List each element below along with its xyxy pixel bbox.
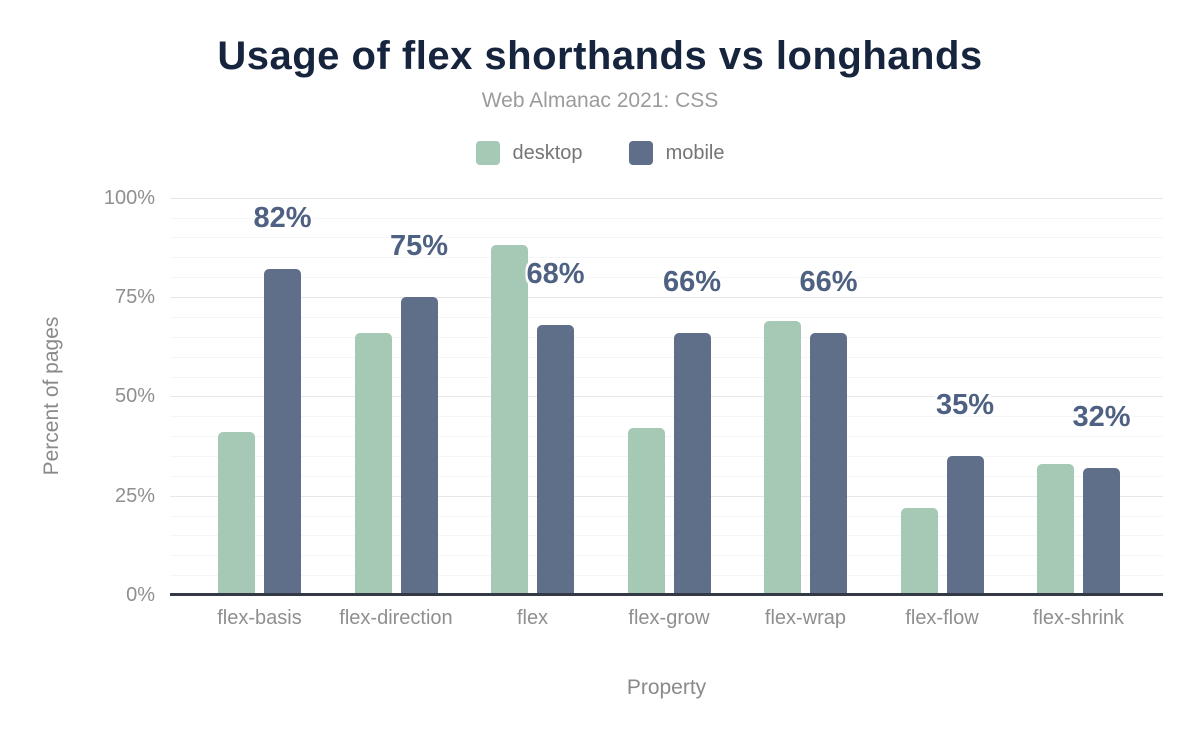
- legend-swatch-desktop-icon: [475, 141, 500, 165]
- chart-title: Usage of flex shorthands vs longhands: [217, 34, 983, 78]
- y-axis-title: Percent of pages: [40, 316, 63, 476]
- major-gridline-50: [170, 396, 1163, 398]
- legend-item-mobile[interactable]: mobile: [628, 141, 725, 165]
- minor-gridline-40: [170, 436, 1163, 438]
- minor-gridline-90: [170, 237, 1163, 239]
- chart-subtitle: Web Almanac 2021: CSS: [481, 89, 719, 112]
- x-tick-label-flex-basis: flex-basis: [217, 607, 302, 629]
- bar-mobile-flex-shrink[interactable]: [1083, 467, 1120, 595]
- bar-mobile-flex-basis[interactable]: [264, 269, 301, 595]
- minor-gridline-60: [170, 356, 1163, 358]
- data-label-mobile-flex: 68%: [526, 257, 585, 290]
- minor-gridline-15: [170, 535, 1163, 537]
- bar-mobile-flex-direction[interactable]: [400, 297, 438, 595]
- bar-mobile-flex-grow[interactable]: [673, 332, 711, 595]
- minor-gridline-65: [170, 336, 1163, 338]
- legend-item-desktop[interactable]: desktop: [475, 141, 583, 165]
- y-tick-label-75: 75%: [114, 286, 155, 309]
- bar-desktop-flex-shrink[interactable]: [1037, 463, 1074, 595]
- x-tick-label-flex-flow: flex-flow: [905, 607, 979, 629]
- bar-mobile-flex-flow[interactable]: [946, 455, 984, 595]
- x-tick-label-flex-direction: flex-direction: [339, 607, 453, 629]
- legend: desktop mobile: [0, 141, 1200, 165]
- minor-gridline-30: [170, 475, 1163, 477]
- y-tick-label-50: 50%: [114, 385, 155, 408]
- bar-desktop-flex-flow[interactable]: [900, 507, 938, 595]
- minor-gridline-85: [170, 257, 1163, 259]
- bar-desktop-flex-grow[interactable]: [627, 428, 665, 595]
- data-label-mobile-flex-grow: 66%: [662, 265, 722, 298]
- bar-desktop-flex-direction[interactable]: [354, 332, 392, 595]
- y-tick-label-0: 0%: [126, 584, 155, 606]
- major-gridline-75: [170, 297, 1163, 299]
- x-tick-label-flex-shrink: flex-shrink: [1032, 607, 1125, 629]
- x-tick-label-flex-wrap: flex-wrap: [764, 607, 847, 629]
- major-gridline-100: [170, 197, 1163, 199]
- bar-desktop-flex-basis[interactable]: [218, 432, 255, 595]
- y-tick-label-100: 100%: [103, 186, 155, 209]
- minor-gridline-80: [170, 277, 1163, 279]
- x-axis-line: [170, 593, 1163, 596]
- legend-swatch-mobile-icon: [628, 141, 653, 165]
- minor-gridline-20: [170, 515, 1163, 517]
- minor-gridline-10: [170, 555, 1163, 557]
- data-label-mobile-flex-direction: 75%: [389, 230, 449, 263]
- data-label-mobile-flex-flow: 35%: [935, 388, 995, 421]
- minor-gridline-35: [170, 455, 1163, 457]
- bar-mobile-flex[interactable]: [537, 324, 574, 595]
- major-gridline-25: [170, 495, 1163, 497]
- x-tick-label-flex-grow: flex-grow: [628, 607, 710, 629]
- minor-gridline-95: [170, 217, 1163, 219]
- minor-gridline-45: [170, 416, 1163, 418]
- minor-gridline-5: [170, 575, 1163, 577]
- legend-label-desktop: desktop: [512, 141, 583, 164]
- bar-desktop-flex[interactable]: [491, 245, 528, 595]
- bar-desktop-flex-wrap[interactable]: [764, 320, 801, 595]
- data-label-mobile-flex-basis: 82%: [253, 202, 312, 235]
- x-tick-label-flex: flex: [516, 607, 549, 629]
- legend-label-mobile: mobile: [665, 141, 725, 164]
- y-tick-label-25: 25%: [114, 484, 155, 507]
- minor-gridline-70: [170, 316, 1163, 318]
- x-axis-title: Property: [626, 676, 707, 699]
- minor-gridline-55: [170, 376, 1163, 378]
- bar-mobile-flex-wrap[interactable]: [810, 332, 847, 595]
- data-label-mobile-flex-shrink: 32%: [1072, 400, 1131, 433]
- data-label-mobile-flex-wrap: 66%: [799, 265, 858, 298]
